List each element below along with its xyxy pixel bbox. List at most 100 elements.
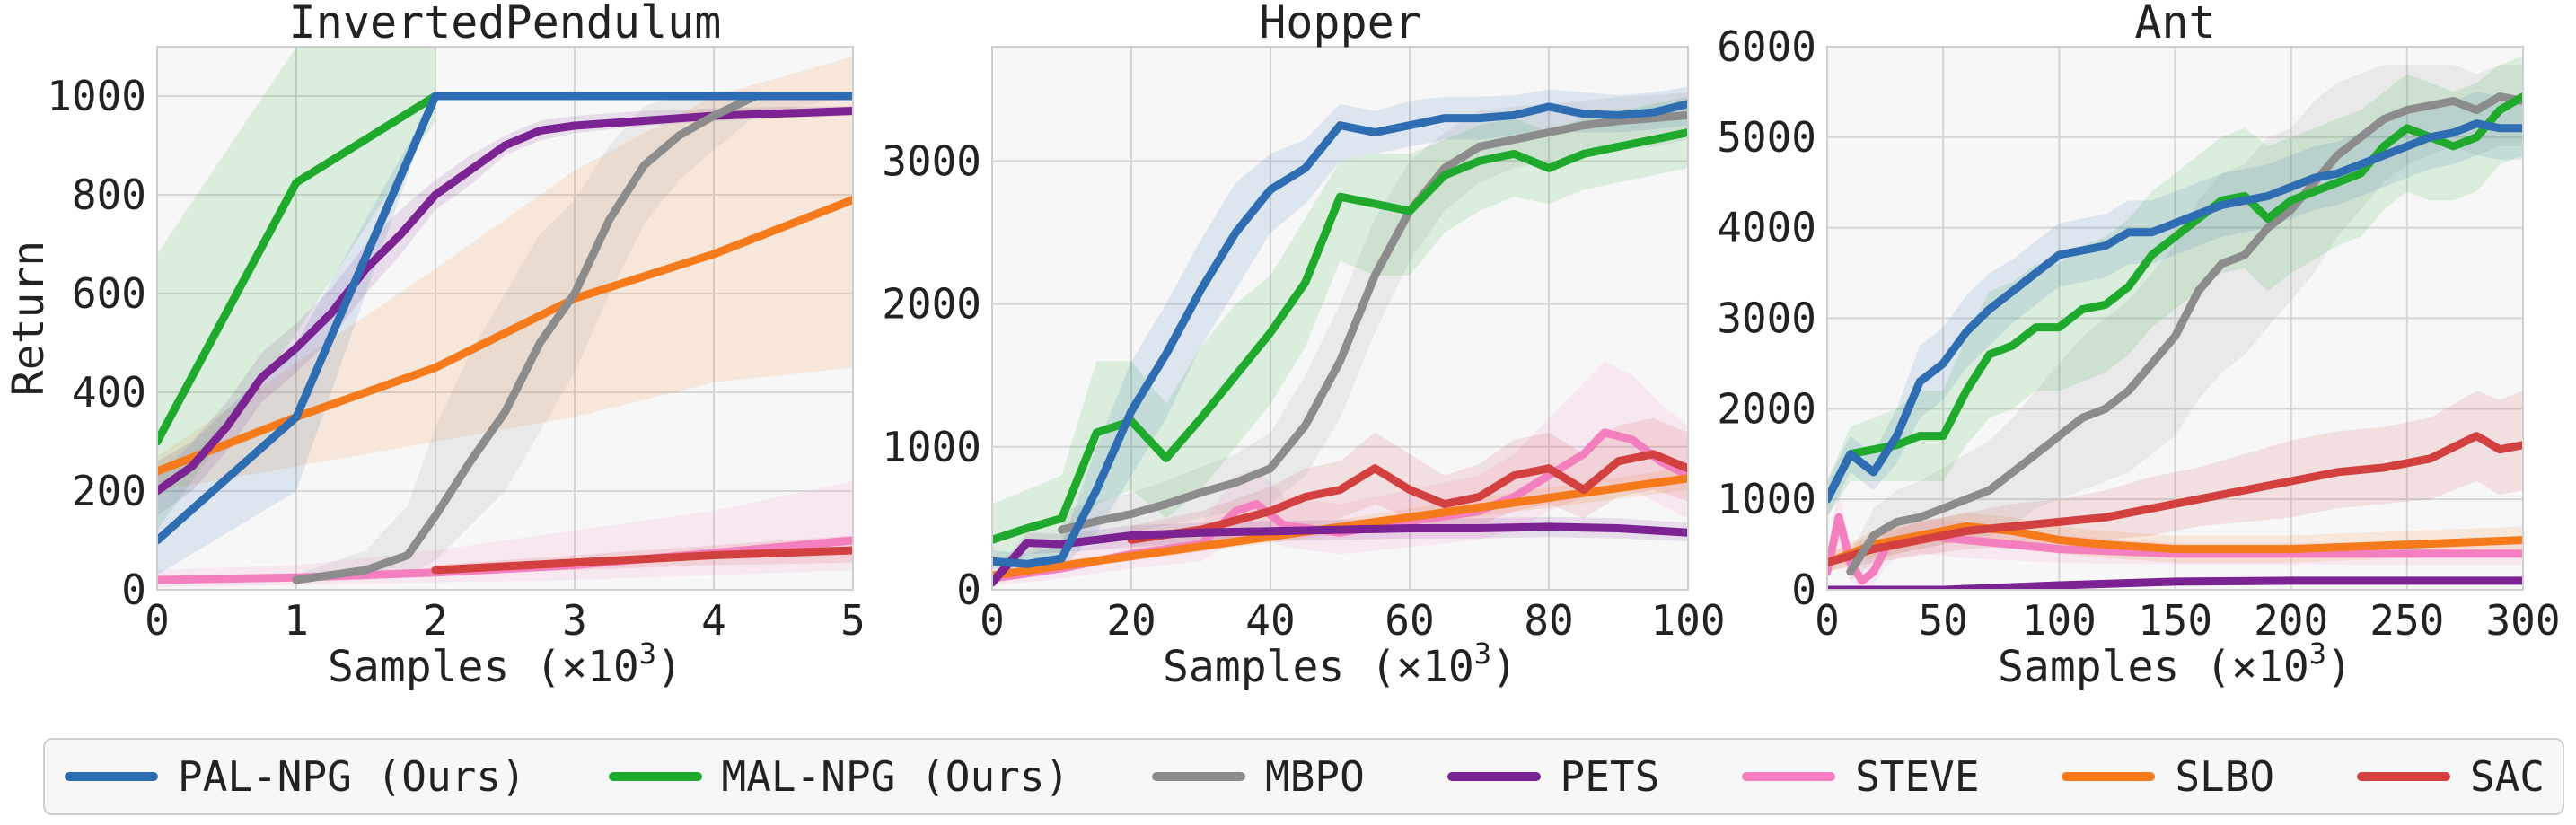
x-tick-label: 150 xyxy=(2138,596,2212,645)
mal-line xyxy=(1827,92,2523,504)
x-axis-label: Samples (×103) xyxy=(1998,636,2352,692)
legend-label: MBPO xyxy=(1265,752,1365,801)
plot-area xyxy=(992,47,1688,590)
legend: PAL-NPG (Ours) MAL-NPG (Ours) MBPO PETS STEV… xyxy=(43,738,2564,815)
panel-title: Ant xyxy=(2134,0,2215,48)
x-tick-label: 0 xyxy=(145,596,170,645)
x-tick-label: 5 xyxy=(840,596,866,645)
legend-item-pets: PETS xyxy=(1446,752,1660,801)
x-tick-label: 200 xyxy=(2254,596,2328,645)
legend-label: MAL-NPG (Ours) xyxy=(721,752,1070,801)
legend-item-mbpo: MBPO xyxy=(1152,752,1365,801)
x-tick-label: 3 xyxy=(562,596,587,645)
pets-line xyxy=(1827,576,2523,590)
legend-swatch xyxy=(1742,772,1836,781)
y-tick-label: 5000 xyxy=(1717,113,1816,162)
legend-swatch xyxy=(2062,772,2156,781)
panel-title: Hopper xyxy=(1259,0,1421,48)
y-tick-label: 1000 xyxy=(47,72,146,120)
panel-invertedpendulum: 0 1 2 3 4 5 0 200 400 600 800 1000 InvertedPendulum S… xyxy=(4,0,866,692)
slbo-line xyxy=(157,196,853,476)
y-tick-label: 2000 xyxy=(882,280,981,329)
y-tick-label: 2000 xyxy=(1717,384,1816,433)
legend-label: PETS xyxy=(1560,752,1660,801)
pets-line xyxy=(992,522,1688,587)
x-tick-label: 250 xyxy=(2369,596,2444,645)
x-tick-label: 60 xyxy=(1385,596,1434,645)
x-tick-label: 100 xyxy=(1650,596,1725,645)
y-tick-label: 0 xyxy=(121,566,146,614)
mal-line xyxy=(157,92,440,446)
x-tick-label: 0 xyxy=(1815,596,1840,645)
mbpo-confidence-band xyxy=(1850,65,2523,581)
slbo-line xyxy=(1827,522,2523,567)
y-tick-label: 1000 xyxy=(1717,475,1816,523)
x-tick-label: 40 xyxy=(1245,596,1295,645)
x-axis-label: Samples (×103) xyxy=(328,636,682,692)
legend-item-slbo: SLBO xyxy=(2062,752,2274,801)
legend-item-steve: STEVE xyxy=(1742,752,1980,801)
y-axis-label: Return xyxy=(4,241,54,396)
x-tick-label: 2 xyxy=(423,596,448,645)
legend-item-pal: PAL-NPG (Ours) xyxy=(65,752,526,801)
x-tick-label: 80 xyxy=(1524,596,1573,645)
pal-line xyxy=(992,100,1688,568)
mbpo-confidence-band xyxy=(1061,92,1688,548)
y-tick-label: 800 xyxy=(72,171,146,219)
sac-line xyxy=(1127,450,1688,544)
x-tick-label: 50 xyxy=(1918,596,1967,645)
mal-confidence-band xyxy=(157,47,435,531)
series-group xyxy=(157,47,853,588)
sac-line xyxy=(1827,432,2523,567)
legend-swatch xyxy=(65,772,158,781)
x-tick-label: 4 xyxy=(701,596,726,645)
series-group xyxy=(1827,56,2523,590)
legend-swatch xyxy=(2356,772,2450,781)
mal-line xyxy=(992,128,1688,544)
pal-line xyxy=(157,92,853,545)
legend-label: STEVE xyxy=(1855,752,1980,801)
y-tick-label: 200 xyxy=(72,467,146,515)
pal-line xyxy=(1827,119,2523,504)
y-tick-label: 3000 xyxy=(882,136,981,185)
pal-confidence-band xyxy=(1827,92,2523,518)
x-tick-label: 300 xyxy=(2485,596,2560,645)
mbpo-line xyxy=(1846,92,2523,576)
legend-label: SLBO xyxy=(2175,752,2275,801)
y-tick-label: 4000 xyxy=(1717,204,1816,252)
pal-confidence-band xyxy=(157,96,853,575)
panel-ant: 0 50 100 150 200 250 3000100020003000400050006… xyxy=(1717,0,2560,692)
x-tick-label: 0 xyxy=(980,596,1005,645)
x-tick-label: 100 xyxy=(2022,596,2097,645)
y-tick-label: 1000 xyxy=(882,423,981,471)
y-tick-label: 3000 xyxy=(1717,294,1816,343)
plot-area xyxy=(157,47,853,590)
plot-frame xyxy=(991,46,1689,591)
panel-title: InvertedPendulum xyxy=(289,0,722,48)
plot-frame xyxy=(1826,46,2524,591)
plot-frame xyxy=(156,46,854,591)
mal-confidence-band xyxy=(992,96,1688,569)
legend-item-sac: SAC xyxy=(2356,752,2545,801)
legend-swatch xyxy=(608,772,702,781)
legend-label: PAL-NPG (Ours) xyxy=(178,752,526,801)
series-group xyxy=(992,86,1688,587)
x-tick-label: 1 xyxy=(284,596,309,645)
mbpo-line xyxy=(1058,110,1688,534)
pets-line xyxy=(157,107,853,496)
y-tick-label: 0 xyxy=(1791,566,1816,614)
legend-item-mal: MAL-NPG (Ours) xyxy=(608,752,1070,801)
slbo-confidence-band xyxy=(157,57,853,491)
mbpo-line xyxy=(292,92,853,584)
x-axis-label: Samples (×103) xyxy=(1163,636,1517,692)
mbpo-confidence-band xyxy=(296,91,853,580)
y-tick-label: 0 xyxy=(956,566,981,614)
legend-swatch xyxy=(1446,772,1541,781)
y-tick-label: 400 xyxy=(72,368,146,417)
sac-line xyxy=(431,546,853,575)
y-tick-label: 600 xyxy=(72,269,146,318)
x-tick-label: 20 xyxy=(1106,596,1156,645)
legend-label: SAC xyxy=(2469,752,2545,801)
